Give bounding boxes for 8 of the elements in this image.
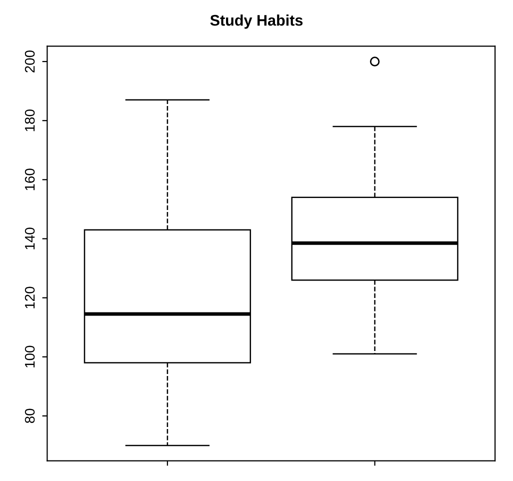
y-tick-label: 140 bbox=[24, 228, 35, 250]
y-tick-label: 160 bbox=[24, 168, 35, 190]
y-tick-label: 200 bbox=[24, 50, 35, 72]
y-tick-label: 80 bbox=[24, 408, 35, 424]
y-tick-label: 120 bbox=[24, 286, 35, 308]
y-tick-label: 180 bbox=[24, 110, 35, 132]
chart-title: Study Habits bbox=[210, 14, 303, 29]
y-tick-label: 100 bbox=[24, 346, 35, 368]
